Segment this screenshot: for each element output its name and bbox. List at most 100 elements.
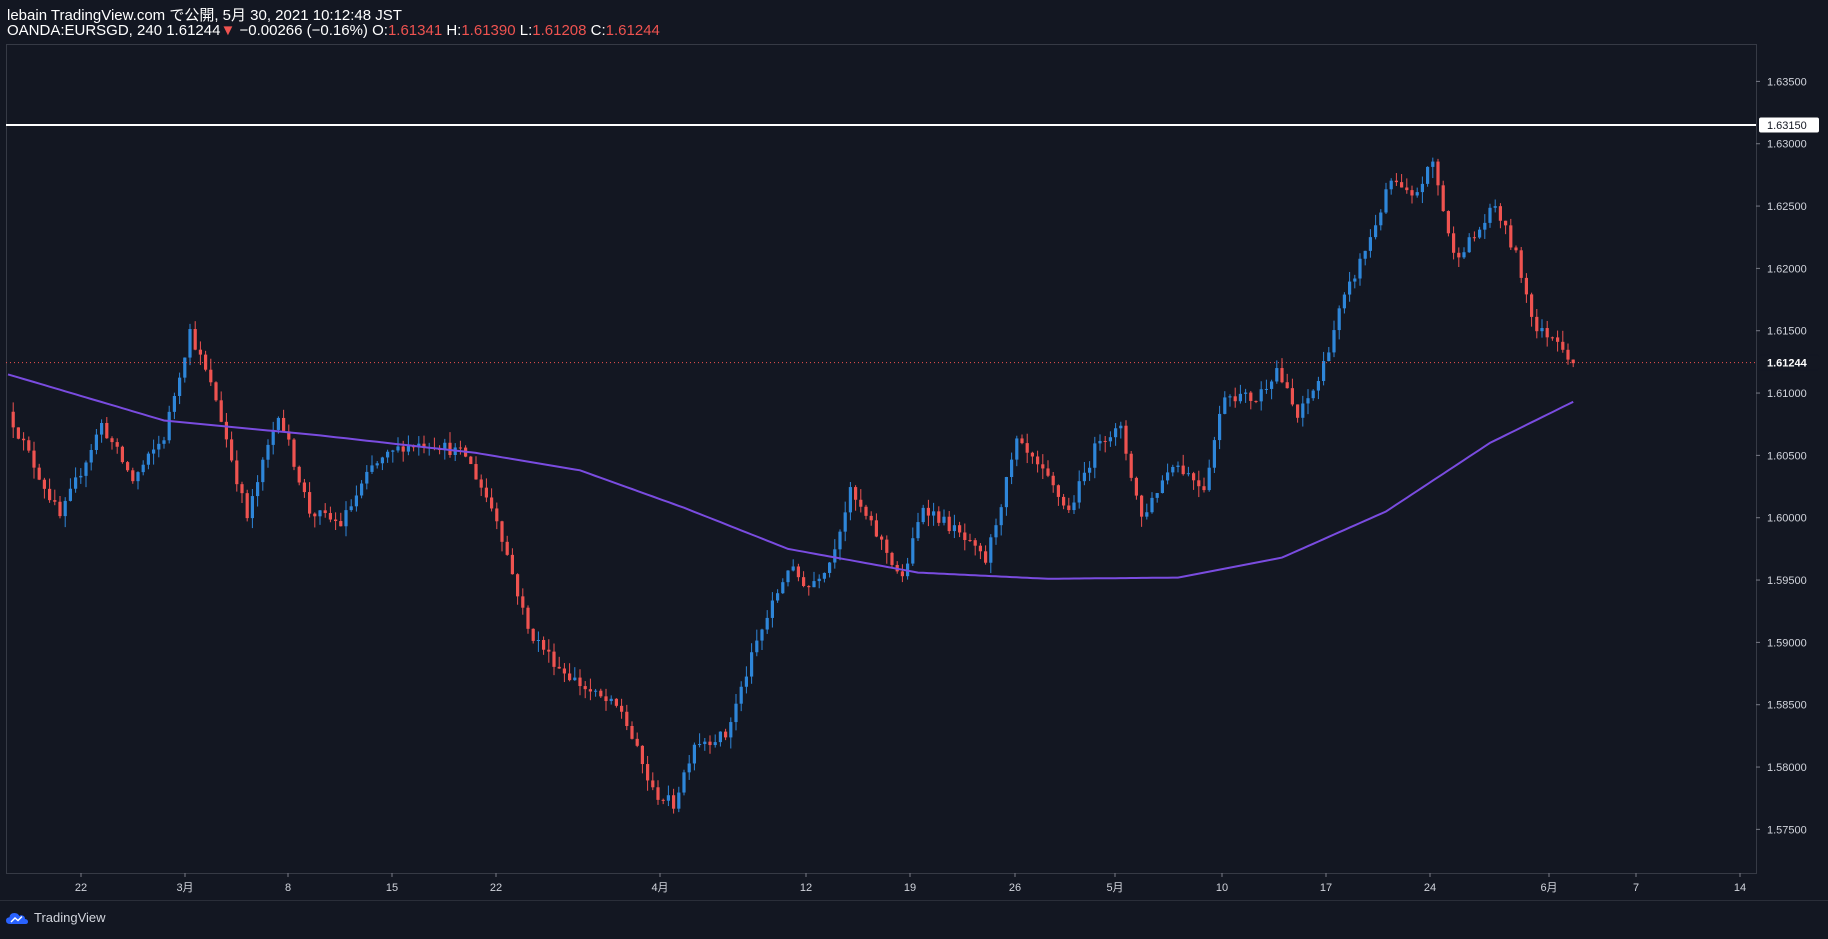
candle-down — [651, 780, 655, 788]
candle-up — [1462, 252, 1466, 258]
price-axis-tick-label: 1.63500 — [1767, 76, 1807, 88]
candle-down — [500, 521, 504, 542]
candle-down — [1561, 341, 1565, 350]
candle-up — [188, 329, 192, 358]
candle-down — [198, 349, 202, 355]
time-axis-tick-label: 26 — [1009, 882, 1021, 894]
candle-up — [1478, 229, 1482, 238]
time-axis-tick-label: 19 — [904, 882, 916, 894]
candle-up — [1010, 459, 1014, 478]
price-axis[interactable]: 1.57500 1.58000 1.58500 1.59000 1.59500 1.600… — [1756, 76, 1807, 836]
candle-up — [1186, 473, 1190, 475]
candle-up — [94, 434, 98, 450]
candle-down — [48, 488, 52, 501]
candle-up — [178, 377, 182, 396]
candle-down — [469, 456, 473, 465]
candle-up — [776, 593, 780, 601]
candle-up — [786, 570, 790, 583]
candle-up — [609, 698, 613, 702]
candle-down — [105, 422, 109, 439]
candle-down — [1020, 438, 1024, 444]
candle-up — [718, 731, 722, 743]
candle-down — [16, 427, 20, 439]
candle-up — [1108, 437, 1112, 442]
candle-up — [1426, 166, 1430, 184]
candle-down — [630, 725, 634, 739]
candle-up — [760, 629, 764, 641]
candle-down — [516, 574, 520, 597]
time-axis-tick-label: 3月 — [176, 882, 193, 894]
candle-down — [1280, 368, 1284, 383]
candle-up — [1353, 278, 1357, 282]
candle-down — [245, 493, 249, 519]
tradingview-brand-text: TradingView — [34, 910, 106, 925]
candle-up — [791, 566, 795, 571]
candle-down — [22, 438, 26, 441]
candle-down — [1446, 211, 1450, 234]
candle-down — [1285, 382, 1289, 389]
candle-down — [978, 545, 982, 552]
candle-up — [1374, 225, 1378, 238]
candle-down — [1524, 277, 1528, 295]
tradingview-logo[interactable]: TradingView — [6, 910, 106, 925]
candle-up — [739, 686, 743, 704]
candle-up — [848, 487, 852, 513]
candle-up — [1244, 392, 1248, 394]
candle-up — [365, 471, 369, 484]
candle-up — [1088, 467, 1092, 473]
candle-up — [1155, 493, 1159, 498]
candle-up — [68, 488, 72, 501]
candles-group — [11, 157, 1575, 814]
candle-up — [261, 459, 265, 483]
candle-up — [755, 640, 759, 653]
price-axis-tick-label: 1.59500 — [1767, 575, 1807, 587]
candle-down — [859, 499, 863, 507]
candle-up — [1483, 222, 1487, 230]
candle-down — [1046, 468, 1050, 476]
candle-up — [1150, 497, 1154, 513]
candle-down — [1394, 180, 1398, 183]
candle-down — [1566, 349, 1570, 360]
candle-up — [443, 442, 447, 451]
candle-up — [1415, 192, 1419, 196]
price-axis-tick-label: 1.61500 — [1767, 326, 1807, 338]
horizontal-level-tag: 1.63150 — [1759, 117, 1819, 133]
candle-down — [1140, 495, 1144, 517]
candle-down — [984, 551, 988, 563]
candle-down — [505, 541, 509, 555]
time-axis-tick-label: 15 — [386, 882, 398, 894]
candle-up — [354, 495, 358, 507]
candle-up — [1275, 368, 1279, 382]
candle-down — [1056, 485, 1060, 497]
candle-down — [458, 447, 462, 449]
candle-down — [313, 513, 317, 517]
symbol-ohlc-line: OANDA:EURSGD, 240 1.61244▼ −0.00266 (−0.… — [7, 22, 660, 39]
candle-down — [562, 668, 566, 674]
tradingview-cloud-icon — [6, 912, 28, 924]
candle-down — [547, 649, 551, 652]
candle-up — [157, 443, 161, 450]
symbol-label[interactable]: OANDA:EURSGD, 240 — [7, 22, 163, 39]
candle-up — [167, 411, 171, 441]
candle-up — [1160, 480, 1164, 494]
close-label: C: — [590, 22, 606, 39]
candle-up — [1259, 389, 1263, 402]
candle-up — [256, 482, 260, 497]
candle-up — [375, 463, 379, 466]
candle-up — [84, 462, 88, 476]
candle-up — [750, 652, 754, 677]
time-axis[interactable]: 22 3月 8 15 22 4月 12 19 26 5月 10 17 24 6月 7 14 — [75, 873, 1746, 894]
moving-average-line — [7, 373, 1574, 580]
candle-down — [880, 536, 884, 540]
candle-down — [1530, 294, 1534, 317]
candle-up — [843, 512, 847, 532]
price-axis-tick-label: 1.62000 — [1767, 263, 1807, 275]
candle-up — [781, 582, 785, 594]
candle-up — [921, 507, 925, 523]
candle-up — [1077, 481, 1081, 503]
candle-up — [271, 429, 275, 445]
candle-up — [1114, 428, 1118, 438]
candle-down — [1290, 388, 1294, 405]
candle-up — [833, 549, 837, 563]
